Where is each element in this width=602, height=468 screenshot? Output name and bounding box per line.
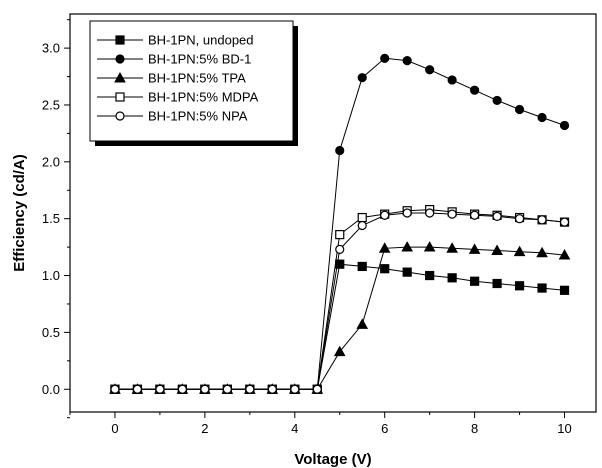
legend-label: BH-1PN:5% TPA bbox=[148, 71, 246, 86]
data-point bbox=[335, 145, 345, 156]
data-point bbox=[537, 215, 547, 225]
data-point bbox=[267, 384, 277, 394]
legend-marker bbox=[114, 71, 126, 83]
data-point bbox=[357, 220, 367, 231]
data-point bbox=[335, 230, 345, 240]
data-point bbox=[559, 120, 570, 131]
x-tick-label: 0 bbox=[111, 421, 118, 436]
data-point bbox=[513, 245, 526, 257]
legend-marker bbox=[115, 54, 125, 64]
data-point bbox=[470, 276, 480, 286]
x-tick-label: 2 bbox=[201, 421, 208, 436]
legend-item: BH-1PN:5% BD-1 bbox=[97, 52, 251, 67]
data-point bbox=[447, 75, 457, 85]
data-point bbox=[425, 65, 435, 75]
data-point bbox=[558, 249, 571, 260]
data-point bbox=[447, 209, 457, 219]
plot-frame bbox=[69, 13, 597, 413]
data-point bbox=[492, 95, 502, 106]
y-tick-label: 1.5 bbox=[42, 211, 60, 226]
data-point bbox=[537, 112, 547, 123]
legend-label: BH-1PN, undoped bbox=[148, 33, 254, 48]
data-point bbox=[491, 244, 503, 255]
legend-label: BH-1PN:5% BD-1 bbox=[148, 52, 251, 67]
data-point bbox=[514, 214, 525, 224]
data-point bbox=[402, 208, 412, 218]
data-point bbox=[380, 210, 390, 220]
data-point bbox=[380, 264, 390, 274]
data-point bbox=[559, 217, 570, 227]
y-tick-label: 3.0 bbox=[42, 41, 60, 56]
data-point bbox=[423, 241, 436, 252]
data-point bbox=[402, 267, 412, 277]
y-tick-label: 0.0 bbox=[42, 382, 60, 397]
data-point bbox=[514, 281, 525, 291]
series-markers-4 bbox=[110, 208, 570, 394]
legend: BH-1PN, undoped BH-1PN:5% BD-1 BH-1PN:5% T… bbox=[89, 20, 298, 146]
x-tick-label: 8 bbox=[471, 421, 478, 436]
legend-label: BH-1PN:5% NPA bbox=[148, 109, 248, 124]
y-tick-label: 2.5 bbox=[42, 97, 60, 112]
data-point bbox=[335, 244, 345, 254]
data-point bbox=[110, 384, 120, 394]
data-point bbox=[312, 384, 322, 394]
data-point bbox=[425, 270, 435, 281]
x-tick-label: 10 bbox=[557, 421, 571, 436]
data-point bbox=[357, 261, 367, 272]
data-point bbox=[335, 259, 345, 269]
y-tick-label: 1.0 bbox=[42, 268, 60, 283]
data-point bbox=[446, 242, 458, 253]
data-point bbox=[333, 345, 346, 357]
y-axis-title: Efficiency (cd/A) bbox=[11, 154, 28, 272]
data-point bbox=[447, 273, 457, 283]
data-point bbox=[468, 243, 481, 254]
legend-item: BH-1PN, undoped bbox=[97, 33, 254, 48]
data-point bbox=[200, 384, 210, 394]
data-point bbox=[514, 104, 525, 115]
y-tick-label: 0.5 bbox=[42, 325, 60, 340]
data-point bbox=[245, 384, 255, 394]
data-point bbox=[402, 56, 412, 66]
series-markers-0 bbox=[110, 259, 570, 394]
x-tick-label: 4 bbox=[291, 421, 298, 436]
x-axis-title: Voltage (V) bbox=[294, 451, 371, 468]
data-point bbox=[470, 210, 480, 220]
data-point bbox=[401, 241, 413, 252]
y-tick-label: 2.0 bbox=[42, 154, 60, 169]
data-point bbox=[357, 212, 367, 223]
data-point bbox=[357, 73, 367, 83]
legend-marker bbox=[115, 35, 125, 45]
legend-item: BH-1PN:5% MDPA bbox=[97, 90, 259, 105]
legend-item: BH-1PN:5% NPA bbox=[97, 109, 248, 124]
legend-label: BH-1PN:5% MDPA bbox=[148, 90, 259, 105]
data-point bbox=[492, 211, 502, 222]
axis-ticks: 0 2 4 6 8 10 0.0 0.5 1.0 1.5 2.0 2.5 3.0 bbox=[42, 19, 572, 436]
data-point bbox=[177, 384, 187, 394]
data-point bbox=[222, 384, 232, 394]
series-markers bbox=[109, 53, 571, 394]
legend-marker bbox=[115, 92, 125, 102]
legend-item: BH-1PN:5% TPA bbox=[97, 71, 246, 86]
series-line-4 bbox=[115, 212, 565, 390]
data-point bbox=[537, 283, 547, 293]
data-point bbox=[380, 53, 390, 63]
x-tick-label: 6 bbox=[381, 421, 388, 436]
legend-marker bbox=[115, 111, 125, 121]
data-point bbox=[425, 208, 435, 218]
data-point bbox=[290, 384, 300, 394]
data-point bbox=[492, 278, 502, 289]
data-point bbox=[132, 384, 143, 394]
data-point bbox=[356, 318, 369, 329]
data-point bbox=[536, 246, 548, 258]
data-point bbox=[559, 285, 570, 295]
series-markers-3 bbox=[110, 204, 570, 394]
data-point bbox=[470, 85, 480, 95]
data-point bbox=[155, 384, 165, 394]
data-point bbox=[378, 242, 391, 253]
